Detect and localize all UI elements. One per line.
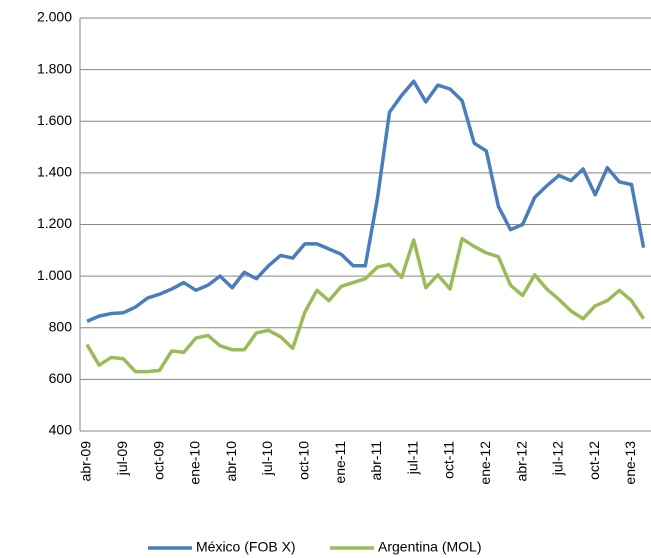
legend-label: México (FOB X): [196, 539, 296, 555]
y-tick-label: 1.800: [37, 60, 72, 76]
series-line: [86, 79, 646, 323]
y-tick-label: 2.000: [37, 9, 72, 25]
x-tick-label: oct-11: [441, 441, 457, 479]
x-tick-label: oct-10: [296, 441, 312, 480]
y-tick-label: 800: [49, 318, 73, 334]
x-tick-label: ene-10: [187, 441, 203, 485]
x-tick-label: abr-10: [223, 441, 239, 482]
x-tick-label: ene-12: [477, 441, 493, 485]
y-tick-label: 1.200: [37, 215, 72, 231]
y-tick-label: 1.600: [37, 112, 72, 128]
x-tick-label: jul-11: [404, 441, 420, 475]
x-tick-label: jul-09: [114, 441, 130, 476]
x-tick-label: abr-11: [368, 441, 384, 481]
y-tick-label: 1.000: [37, 267, 72, 283]
y-tick-label: 400: [49, 422, 73, 438]
x-tick-label: oct-09: [150, 441, 166, 480]
series-line: [85, 236, 646, 374]
x-tick-label: oct-12: [586, 441, 602, 480]
x-tick-label: jul-12: [550, 441, 566, 476]
x-tick-label: jul-10: [259, 441, 275, 476]
x-tick-label: ene-11: [332, 441, 348, 484]
y-tick-label: 600: [49, 370, 73, 386]
legend-label: Argentina (MOL): [378, 539, 481, 555]
y-tick-label: 1.400: [37, 164, 72, 180]
x-tick-label: abr-09: [78, 441, 94, 482]
x-tick-label: abr-12: [513, 441, 529, 482]
x-tick-label: ene-13: [622, 441, 638, 485]
